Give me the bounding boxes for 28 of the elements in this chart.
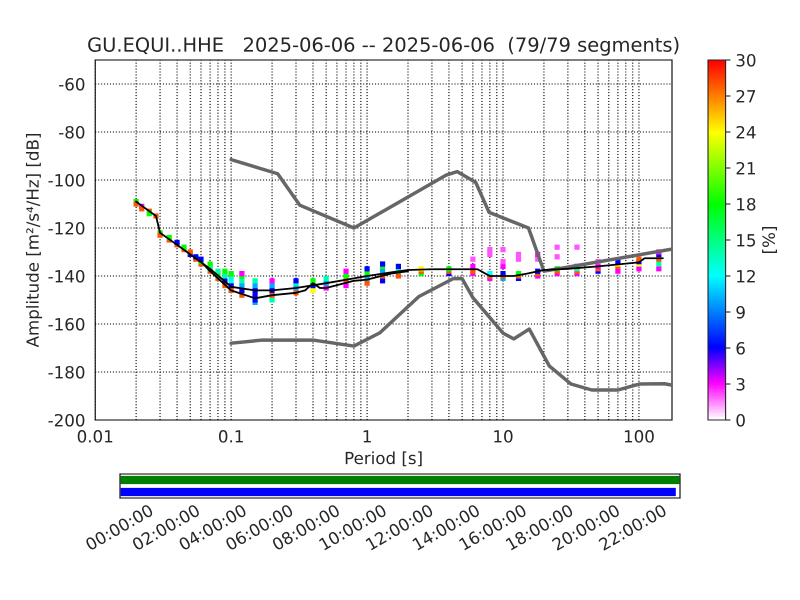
x-tick-label: 10 [494, 430, 513, 443]
y-tick-label: -80 [59, 126, 84, 139]
y-tick-label: -120 [48, 222, 84, 235]
color-bar-label: 18 [737, 198, 756, 211]
color-bar-title: [%] [762, 227, 777, 253]
color-bar-label: 24 [736, 126, 756, 138]
y-tick-label: -100 [48, 174, 84, 187]
y-tick-label: -60 [59, 78, 84, 91]
y-tick-label: -180 [48, 366, 84, 379]
color-bar-label: 0 [736, 414, 745, 427]
y-axis-title: Amplitude [m²/s⁴/Hz] [dB] [26, 134, 42, 348]
y-tick-label: -160 [48, 318, 84, 331]
color-bar-label: 12 [737, 270, 755, 282]
color-bar-label: 30 [736, 54, 756, 67]
x-tick-label: 1 [364, 430, 371, 442]
color-bar-label: 27 [736, 90, 756, 102]
y-tick-label: -200 [48, 414, 84, 427]
x-tick-label: 100 [624, 430, 654, 443]
x-tick-label: 0.01 [78, 430, 112, 443]
color-bar-label: 9 [736, 306, 745, 319]
y-tick-label: -140 [48, 270, 84, 283]
color-bar-label: 3 [736, 378, 745, 391]
chart-title: GU.EQUI..HHE 2025-06-06 -- 2025-06-06 (79/79 segments) [88, 36, 678, 56]
color-bar-label: 6 [736, 342, 745, 355]
color-bar-label: 15 [737, 234, 756, 247]
x-tick-label: 0.1 [218, 430, 243, 443]
color-bar-label: 21 [736, 162, 755, 174]
x-axis-title: Period [s] [346, 451, 422, 466]
